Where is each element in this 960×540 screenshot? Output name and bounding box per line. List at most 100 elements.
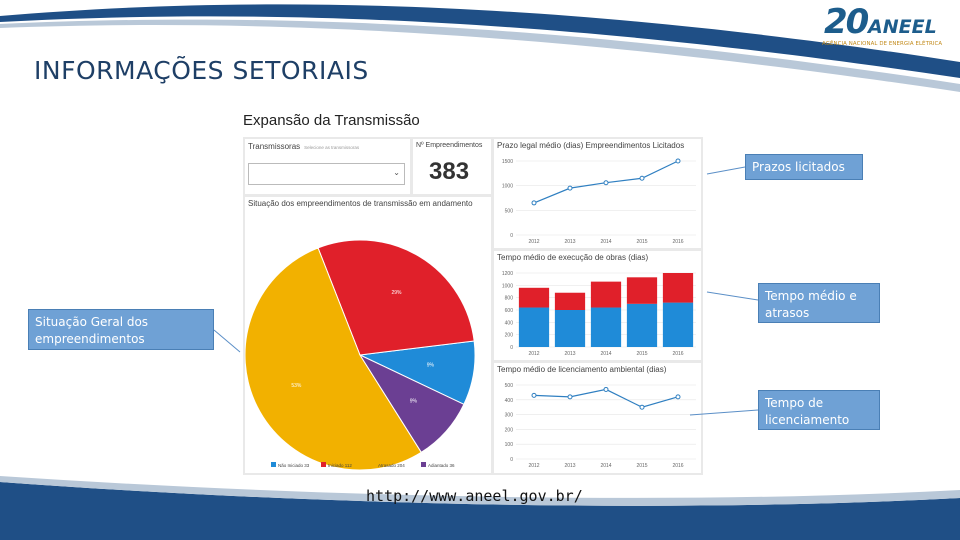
prazo-chart-title: Prazo legal médio (dias) Empreendimentos… [497,141,685,150]
legend-entry[interactable]: Não Iniciado 33 [278,463,310,468]
pie-slice-label: 9% [410,398,418,404]
data-point[interactable] [675,158,681,164]
x-tick-label: 2015 [636,351,647,357]
connector-situacao [213,329,241,353]
y-tick-label: 400 [505,398,514,404]
legend-entry[interactable]: Atrasado 204 [378,463,405,468]
connector-tempo-medio [706,291,759,301]
x-tick-label: 2013 [564,463,575,469]
legend-entry[interactable]: Iniciado 112 [328,463,352,468]
pie-slice-label: 53% [291,383,302,389]
bar-segment-prazo[interactable] [590,307,622,347]
legend-entry[interactable]: Adiantado 36 [428,463,455,468]
y-tick-label: 1000 [502,283,513,289]
filter-hint: Selecione as transmissoras [304,145,360,150]
x-tick-label: 2014 [600,463,611,469]
footer-url[interactable]: http://www.aneel.gov.br/ [366,487,583,505]
dashboard-title: Expansão da Transmissão [243,112,420,129]
empreendimentos-count-panel: Nº Empreendimentos 383 [413,139,491,194]
obras-chart-title: Tempo médio de execução de obras (dias) [497,253,649,262]
x-tick-label: 2013 [564,239,575,245]
chevron-down-icon: ⌄ [393,168,400,177]
dashboard-screenshot: Transmissoras Selecione as transmissoras … [243,137,703,475]
obras-chart-panel: Tempo médio de execução de obras (dias) … [494,251,701,360]
pie-slice-adiantado[interactable] [358,353,465,454]
x-tick-label: 2014 [600,239,611,245]
data-point[interactable] [639,175,645,181]
y-tick-label: 0 [510,457,513,463]
count-value: 383 [429,158,470,185]
pie-slice-label: 9% [427,362,435,368]
y-tick-label: 200 [505,427,514,433]
licenciamento-chart-panel: Tempo médio de licenciamento ambiental (… [494,363,701,473]
data-point[interactable] [675,394,681,400]
data-point[interactable] [531,392,537,398]
logo-anniversary-mark: 20 [824,2,869,42]
bar-segment-atraso[interactable] [518,287,550,308]
y-tick-label: 800 [505,296,514,302]
x-tick-label: 2016 [672,463,683,469]
y-tick-label: 500 [505,208,514,214]
pie-slice-label: 29% [392,290,403,296]
transmissoras-filter-panel: Transmissoras Selecione as transmissoras … [245,139,410,194]
y-tick-label: 0 [510,233,513,239]
y-tick-label: 600 [505,308,514,314]
y-tick-label: 400 [505,320,514,326]
legend-swatch [321,462,326,467]
bar-segment-atraso[interactable] [554,292,586,310]
count-label: Nº Empreendimentos [416,142,483,149]
callout-tempo-medio-atrasos: Tempo médio e atrasos [758,283,880,323]
x-tick-label: 2015 [636,463,647,469]
x-tick-label: 2016 [672,351,683,357]
logo-name: ANEEL [868,16,937,38]
prazo-chart-panel: Prazo legal médio (dias) Empreendimentos… [494,139,701,248]
data-point[interactable] [567,394,573,400]
pie-slice-atrasado[interactable] [245,247,422,471]
pie-chart: 9% 29% 53% 9% Não Iniciado 33 Iniciado 112 Atr… [245,239,476,471]
filter-label: Transmissoras [248,142,301,151]
pie-chart-panel: Situação dos empreendimentos de transmis… [245,197,491,473]
connector-prazos [706,166,746,175]
bar-segment-atraso[interactable] [626,277,658,304]
licenciamento-line-chart: 0 100 200 300 400 500 2012 2013 2014 2015 2016 [505,383,696,469]
logo-tagline: AGÊNCIA NACIONAL DE ENERGIA ELÉTRICA [822,41,943,47]
data-point[interactable] [639,404,645,410]
x-tick-label: 2012 [528,463,539,469]
legend-swatch [421,462,426,467]
bar-segment-prazo[interactable] [554,310,586,347]
x-tick-label: 2012 [528,239,539,245]
pie-chart-title: Situação dos empreendimentos de transmis… [248,199,473,208]
bar-segment-prazo[interactable] [626,303,658,347]
bottom-swoosh-decoration [0,476,960,540]
licenciamento-chart-title: Tempo médio de licenciamento ambiental (… [497,365,667,374]
pie-slice-iniciado[interactable] [317,239,475,356]
y-tick-label: 0 [510,345,513,351]
prazo-line-chart: 0 500 1000 1500 2012 2013 2014 2015 2016 [502,158,696,245]
data-point[interactable] [603,386,609,392]
y-tick-label: 200 [505,333,514,339]
bar-segment-atraso[interactable] [590,281,622,308]
legend-swatch [371,462,376,467]
x-tick-label: 2013 [564,351,575,357]
bar-segment-atraso[interactable] [662,273,694,303]
callout-tempo-licenciamento: Tempo de licenciamento [758,390,880,430]
callout-prazos-licitados: Prazos licitados [745,154,863,180]
data-point[interactable] [567,185,573,191]
data-point[interactable] [531,200,537,206]
bar-segment-prazo[interactable] [518,307,550,347]
y-tick-label: 100 [505,442,514,448]
y-tick-label: 1000 [502,184,513,190]
x-tick-label: 2015 [636,239,647,245]
x-tick-label: 2016 [672,239,683,245]
data-point[interactable] [603,180,609,186]
transmissoras-select[interactable]: ⌄ [248,163,405,185]
aneel-logo: 20 ANEEL AGÊNCIA NACIONAL DE ENERGIA ELÉ… [806,2,946,52]
y-tick-label: 300 [505,413,514,419]
x-tick-label: 2012 [528,351,539,357]
y-tick-label: 1200 [502,271,513,277]
y-tick-label: 1500 [502,159,513,165]
slide-title: INFORMAÇÕES SETORIAIS [34,56,369,85]
top-swoosh-decoration [0,4,960,92]
bar-segment-prazo[interactable] [662,302,694,347]
